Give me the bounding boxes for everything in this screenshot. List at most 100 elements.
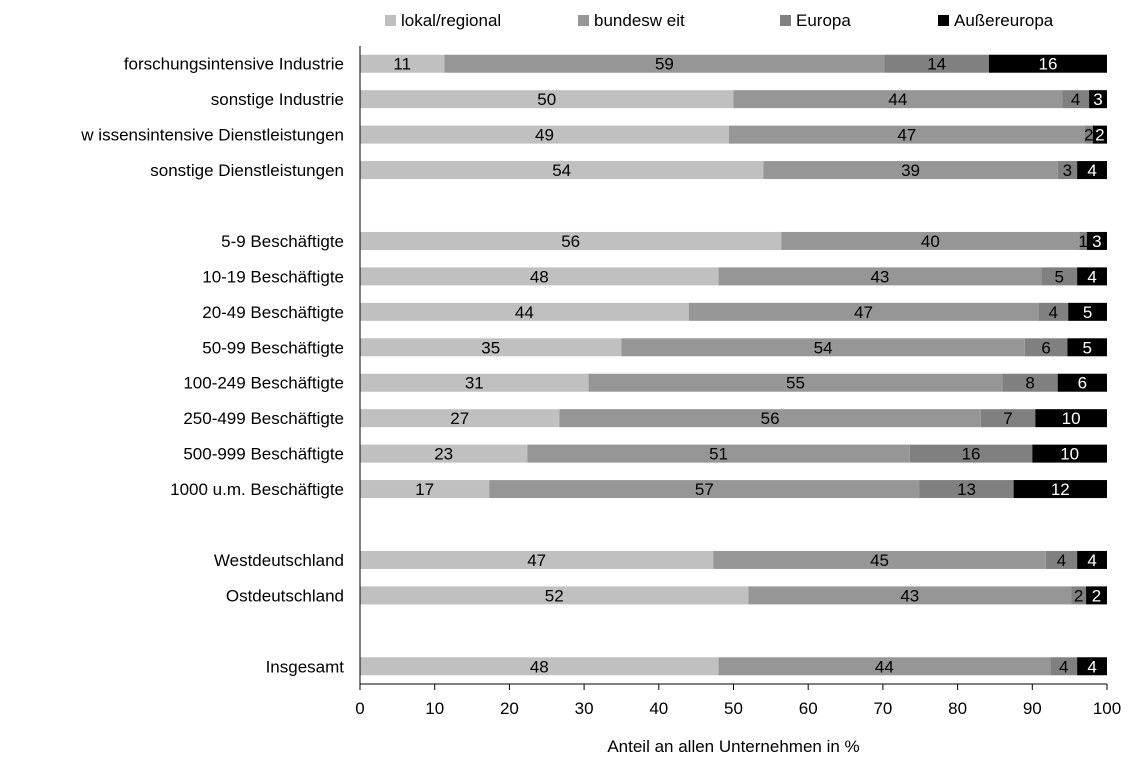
bar-segment bbox=[1067, 338, 1107, 357]
legend-label: lokal/regional bbox=[401, 11, 501, 30]
data-label: 3 bbox=[1093, 90, 1102, 109]
category-label: forschungsintensive Industrie bbox=[124, 55, 344, 74]
x-tick-label: 80 bbox=[948, 699, 967, 718]
category-label: w issensintensive Dienstleistungen bbox=[80, 126, 344, 145]
data-label: 12 bbox=[1051, 480, 1070, 499]
bar-segment bbox=[559, 409, 981, 428]
bar-segment bbox=[1050, 657, 1078, 676]
data-label: 48 bbox=[530, 657, 549, 676]
category-label: 100-249 Beschäftigte bbox=[183, 374, 344, 393]
bar-segment bbox=[360, 302, 689, 321]
bar-segment bbox=[360, 161, 764, 180]
data-label: 23 bbox=[434, 445, 453, 464]
bar-segment bbox=[980, 409, 1036, 428]
bar-segment bbox=[1032, 444, 1107, 463]
data-label: 5 bbox=[1054, 267, 1063, 286]
bar-segment bbox=[1045, 550, 1078, 569]
data-label: 2 bbox=[1095, 126, 1104, 145]
data-label: 4 bbox=[1087, 657, 1096, 676]
bar-segment bbox=[1079, 231, 1087, 250]
bar-segment bbox=[1077, 161, 1107, 180]
data-label: 52 bbox=[545, 586, 564, 605]
bar-segment bbox=[1013, 480, 1107, 499]
data-label: 56 bbox=[561, 232, 580, 251]
data-label: 11 bbox=[393, 55, 411, 74]
bar-segment bbox=[1077, 550, 1107, 569]
bar-segment bbox=[360, 267, 719, 286]
bar-segment bbox=[360, 54, 445, 73]
bar-segment bbox=[1057, 161, 1078, 180]
bar-segment bbox=[527, 444, 910, 463]
category-labels: forschungsintensive Industrie sonstige In… bbox=[80, 55, 344, 677]
category-label: 500-999 Beschäftigte bbox=[183, 445, 344, 464]
data-label: 35 bbox=[481, 338, 500, 357]
bar-segment bbox=[489, 480, 920, 499]
bar-segment bbox=[781, 231, 1080, 250]
bar-segment bbox=[1024, 338, 1068, 357]
data-label: 14 bbox=[927, 55, 946, 74]
x-tick-label: 60 bbox=[799, 699, 818, 718]
bar-segment bbox=[360, 586, 749, 605]
category-label: Westdeutschland bbox=[214, 551, 344, 570]
data-label: 47 bbox=[854, 303, 873, 322]
data-label: 31 bbox=[465, 374, 484, 393]
data-label: 50 bbox=[537, 90, 556, 109]
category-label: 250-499 Beschäftigte bbox=[183, 409, 344, 428]
category-label: 1000 u.m. Beschäftigte bbox=[170, 480, 344, 499]
bar-segment bbox=[621, 338, 1025, 357]
bar-segment bbox=[360, 338, 622, 357]
bar-segment bbox=[1041, 267, 1078, 286]
x-tick-label: 20 bbox=[500, 699, 519, 718]
bar-segment bbox=[763, 161, 1058, 180]
legend-swatch bbox=[938, 15, 949, 26]
bar-segment bbox=[360, 373, 589, 392]
category-label: sonstige Industrie bbox=[211, 90, 344, 109]
data-label: 3 bbox=[1063, 161, 1072, 180]
bar-segment bbox=[360, 657, 719, 676]
bar-segment bbox=[1068, 302, 1107, 321]
x-tick-label: 100 bbox=[1093, 699, 1121, 718]
legend: lokal/regional bundesw eit Europa Außereuro… bbox=[385, 11, 1054, 30]
data-label: 39 bbox=[901, 161, 920, 180]
bar-segment bbox=[733, 90, 1063, 109]
data-label: 54 bbox=[814, 338, 833, 357]
data-label: 2 bbox=[1074, 586, 1083, 605]
data-label: 16 bbox=[1039, 55, 1058, 74]
data-label: 57 bbox=[695, 480, 714, 499]
data-label: 13 bbox=[957, 480, 976, 499]
data-label: 47 bbox=[897, 126, 916, 145]
data-label: 44 bbox=[888, 90, 907, 109]
bar-segment bbox=[713, 550, 1046, 569]
bar-segment bbox=[360, 550, 714, 569]
bar-segment bbox=[1086, 231, 1107, 250]
data-label: 10 bbox=[1062, 409, 1081, 428]
data-label: 6 bbox=[1078, 374, 1087, 393]
data-label: 48 bbox=[530, 267, 549, 286]
data-label: 47 bbox=[527, 551, 546, 570]
bar-segment bbox=[729, 125, 1085, 144]
data-label: 44 bbox=[515, 303, 534, 322]
data-label: 17 bbox=[415, 480, 434, 499]
category-label: 20-49 Beschäftigte bbox=[202, 303, 344, 322]
bar-segment bbox=[1089, 90, 1107, 109]
bar-segment bbox=[360, 231, 782, 250]
data-label: 5 bbox=[1083, 303, 1092, 322]
data-label: 4 bbox=[1057, 551, 1066, 570]
data-label: 27 bbox=[450, 409, 469, 428]
x-tick-label: 10 bbox=[425, 699, 444, 718]
bar-segment bbox=[1092, 125, 1107, 144]
legend-swatch bbox=[780, 15, 791, 26]
bar-segment bbox=[919, 480, 1014, 499]
data-label: 43 bbox=[900, 586, 919, 605]
data-label: 55 bbox=[786, 374, 805, 393]
legend-label: Europa bbox=[796, 11, 851, 30]
legend-label: bundesw eit bbox=[594, 11, 685, 30]
x-tick-label: 90 bbox=[1023, 699, 1042, 718]
bar-segment bbox=[1086, 586, 1107, 605]
data-label: 5 bbox=[1082, 338, 1091, 357]
data-label: 6 bbox=[1041, 338, 1050, 357]
bar-segment bbox=[1038, 302, 1069, 321]
data-label: 7 bbox=[1003, 409, 1012, 428]
data-label: 44 bbox=[875, 657, 894, 676]
